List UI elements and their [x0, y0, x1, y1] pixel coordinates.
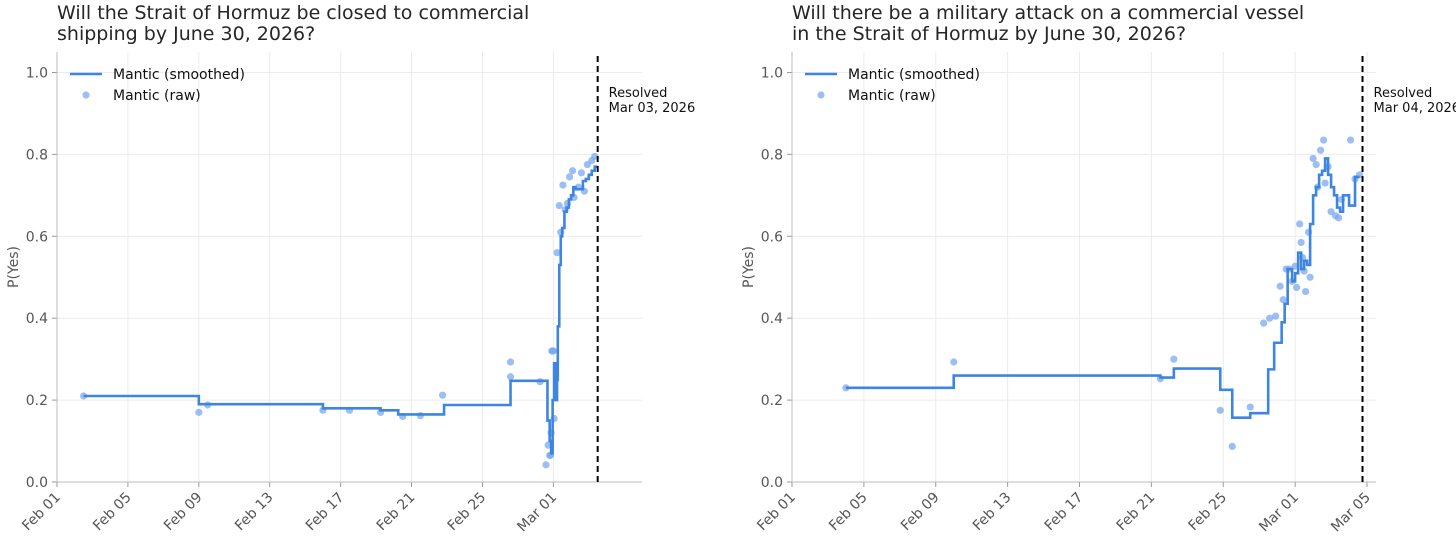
- legend-label-raw: Mantic (raw): [848, 88, 936, 104]
- x-tick-label: Feb 13: [232, 490, 277, 535]
- y-tick-label: 0.6: [761, 229, 783, 245]
- chart-panel-2: Will there be a military attack on a com…: [741, 2, 1456, 535]
- raw-point: [1260, 319, 1268, 327]
- raw-point: [195, 408, 203, 416]
- x-tick-label: Mar 01: [514, 490, 560, 536]
- raw-point: [591, 152, 599, 161]
- chart-title-line: in the Strait of Hormuz by June 30, 2026…: [792, 23, 1186, 45]
- x-tick-label: Feb 01: [754, 490, 799, 535]
- x-tick-label: Mar 01: [1256, 490, 1302, 536]
- y-tick-label: 0.8: [26, 147, 48, 163]
- legend-swatch-raw: [82, 91, 90, 99]
- raw-point: [542, 461, 550, 469]
- resolved-annotation: Resolved: [609, 86, 668, 101]
- legend-label-raw: Mantic (raw): [113, 88, 201, 104]
- raw-point: [1346, 136, 1355, 144]
- raw-point: [1246, 403, 1254, 411]
- raw-point: [1279, 296, 1287, 304]
- raw-point: [950, 358, 958, 366]
- raw-point: [553, 249, 561, 257]
- x-tick-label: Feb 21: [374, 490, 419, 535]
- x-tick-label: Feb 25: [1185, 490, 1230, 535]
- raw-point: [1216, 406, 1224, 414]
- resolved-annotation: Resolved: [1374, 86, 1433, 101]
- raw-point: [506, 358, 515, 366]
- y-tick-label: 1.0: [26, 65, 48, 81]
- smoothed-step-line: [845, 157, 1360, 420]
- raw-point: [1266, 314, 1274, 322]
- raw-point: [1306, 273, 1314, 281]
- x-tick-label: Feb 09: [161, 490, 206, 535]
- y-axis-label: P(Yes): [741, 246, 757, 288]
- chart-title-line: shipping by June 30, 2026?: [57, 23, 315, 45]
- y-tick-label: 0.0: [26, 475, 48, 491]
- raw-point: [1276, 282, 1284, 290]
- raw-point: [506, 373, 515, 381]
- x-tick-label: Feb 25: [445, 490, 490, 535]
- raw-point: [438, 391, 447, 399]
- legend-label-smoothed: Mantic (smoothed): [113, 67, 245, 83]
- x-tick-label: Feb 09: [898, 490, 943, 535]
- x-tick-label: Feb 05: [90, 490, 135, 535]
- x-tick-label: Feb 17: [1042, 490, 1087, 535]
- y-tick-label: 0.4: [761, 311, 783, 327]
- raw-point: [1296, 220, 1304, 228]
- x-tick-label: Feb 21: [1114, 490, 1159, 535]
- raw-point: [566, 173, 574, 181]
- y-tick-label: 0.8: [761, 147, 783, 163]
- chart-title-line: Will there be a military attack on a com…: [792, 2, 1304, 24]
- x-tick-label: Feb 05: [826, 490, 871, 535]
- y-tick-label: 0.6: [26, 229, 48, 245]
- x-tick-label: Feb 13: [970, 490, 1015, 535]
- raw-point: [577, 169, 586, 177]
- x-tick-label: Feb 01: [19, 490, 64, 535]
- raw-point: [1170, 355, 1178, 363]
- y-axis-label: P(Yes): [6, 246, 22, 288]
- raw-point: [1316, 146, 1325, 154]
- smoothed-step-line: [83, 165, 598, 455]
- raw-point: [1319, 136, 1328, 144]
- raw-point: [1321, 179, 1329, 187]
- raw-point: [549, 347, 557, 355]
- legend: Mantic (smoothed) Mantic (raw): [70, 67, 245, 104]
- raw-point: [1272, 312, 1280, 320]
- raw-point: [568, 167, 577, 175]
- x-tick-label: Feb 17: [303, 490, 348, 535]
- raw-point: [1334, 214, 1343, 222]
- raw-point: [1312, 161, 1320, 169]
- y-tick-label: 0.2: [761, 393, 783, 409]
- legend: Mantic (smoothed) Mantic (raw): [805, 67, 980, 104]
- resolved-annotation: Mar 04, 2026: [1374, 101, 1456, 116]
- raw-point: [555, 201, 563, 210]
- chart-panel-1: Will the Strait of Hormuz be closed to c…: [6, 2, 695, 535]
- raw-point: [1228, 442, 1236, 450]
- raw-point: [559, 181, 567, 189]
- chart-title-line: Will the Strait of Hormuz be closed to c…: [57, 2, 529, 24]
- legend-swatch-raw: [817, 91, 825, 99]
- resolved-annotation: Mar 03, 2026: [609, 101, 696, 116]
- raw-point: [1302, 287, 1310, 296]
- y-tick-label: 0.4: [26, 311, 48, 327]
- y-tick-label: 1.0: [761, 65, 783, 81]
- y-tick-label: 0.2: [26, 393, 48, 409]
- x-tick-label: Mar 05: [1328, 490, 1374, 536]
- raw-point: [1297, 238, 1305, 247]
- raw-point: [1293, 283, 1301, 292]
- y-tick-label: 0.0: [761, 475, 783, 491]
- legend-label-smoothed: Mantic (smoothed): [848, 67, 980, 83]
- raw-point: [1309, 154, 1317, 163]
